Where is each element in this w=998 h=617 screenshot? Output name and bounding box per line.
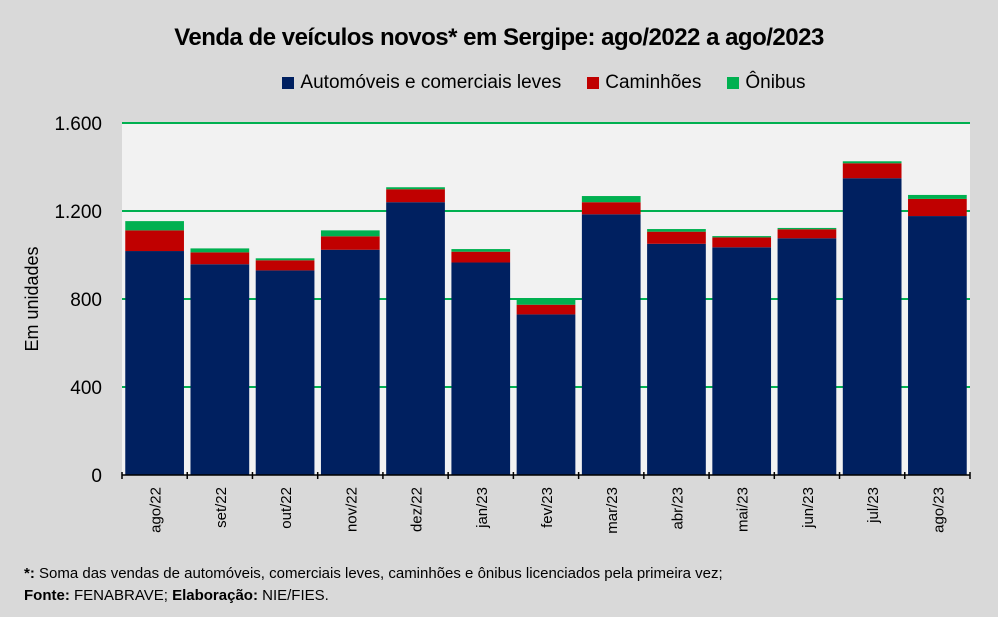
bar-segment-onibus bbox=[320, 230, 380, 237]
elab-text: NIE/FIES. bbox=[257, 587, 329, 604]
y-tick-label: 400 bbox=[70, 378, 102, 399]
bar-stack bbox=[581, 196, 641, 476]
bar-segment-onibus bbox=[581, 196, 641, 203]
bar-segment-caminhoes bbox=[777, 229, 837, 239]
bar-segment-automoveis bbox=[842, 178, 902, 475]
source-text: FENABRAVE; bbox=[69, 587, 173, 604]
bar-segment-automoveis bbox=[255, 270, 315, 475]
x-tick-label: ago/22 bbox=[148, 487, 165, 533]
legend-swatch-caminhoes bbox=[587, 77, 600, 89]
legend-swatch-onibus bbox=[727, 77, 740, 89]
bar-segment-caminhoes bbox=[516, 304, 576, 315]
legend-item-onibus: Ônibus bbox=[727, 72, 806, 94]
bar-segment-onibus bbox=[647, 229, 706, 232]
footnote: *: Soma das vendas de automóveis, comerc… bbox=[24, 563, 723, 607]
bar-segment-onibus bbox=[516, 298, 576, 305]
bar-segment-caminhoes bbox=[712, 237, 772, 248]
legend-swatch-automoveis bbox=[282, 77, 295, 89]
y-tick-label: 1.600 bbox=[54, 114, 102, 135]
bar-segment-onibus bbox=[451, 249, 511, 252]
bar-stack bbox=[712, 236, 772, 475]
bar-segment-automoveis bbox=[386, 202, 445, 475]
bar-segment-onibus bbox=[842, 161, 902, 164]
bar-stack bbox=[190, 248, 250, 475]
bar-segment-automoveis bbox=[320, 249, 380, 475]
bar-segment-caminhoes bbox=[842, 163, 902, 179]
bar-segment-onibus bbox=[908, 194, 967, 199]
legend-item-automoveis: Automóveis e comerciais leves bbox=[282, 72, 561, 94]
chart-title: Venda de veículos novos* em Sergipe: ago… bbox=[174, 24, 824, 51]
source-label: Fonte: bbox=[24, 587, 70, 604]
y-tick-label: 800 bbox=[70, 290, 102, 311]
x-tick-label: fev/23 bbox=[539, 487, 556, 528]
bar-segment-automoveis bbox=[451, 262, 511, 475]
bar-segment-caminhoes bbox=[386, 189, 445, 203]
x-tick-label: mai/23 bbox=[735, 487, 752, 532]
bar-segment-onibus bbox=[712, 236, 772, 238]
elab-label: Elaboração: bbox=[172, 587, 258, 604]
footnote-note: *: Soma das vendas de automóveis, comerc… bbox=[24, 563, 723, 585]
bar-stack bbox=[255, 258, 315, 475]
x-tick-label: jun/23 bbox=[800, 487, 817, 529]
bar-stack bbox=[842, 161, 902, 475]
bar-segment-automoveis bbox=[777, 238, 837, 475]
bar-stack bbox=[125, 221, 184, 475]
bar-segment-caminhoes bbox=[451, 251, 511, 263]
bar-segment-onibus bbox=[190, 248, 250, 253]
bar-segment-caminhoes bbox=[320, 236, 380, 250]
bar-stack bbox=[451, 249, 511, 475]
y-axis-label: Em unidades bbox=[22, 246, 42, 351]
bar-segment-automoveis bbox=[647, 243, 706, 475]
bar-stack bbox=[908, 194, 967, 475]
x-axis: ago/22 set/22 out/22 nov/22 dez/22 jan/23 fev/… bbox=[121, 472, 971, 534]
bar-segment-automoveis bbox=[125, 251, 184, 475]
bar-segment-caminhoes bbox=[581, 202, 641, 215]
bar-segment-caminhoes bbox=[255, 260, 315, 271]
bar-stack bbox=[386, 187, 445, 475]
x-tick-label: nov/22 bbox=[343, 487, 360, 532]
bar-segment-caminhoes bbox=[908, 198, 967, 217]
note-text: Soma das vendas de automóveis, comerciai… bbox=[34, 565, 723, 582]
bar-stack bbox=[777, 227, 837, 475]
y-tick-label: 1.200 bbox=[54, 202, 102, 223]
x-tick-label: dez/22 bbox=[409, 487, 426, 532]
x-tick-label: out/22 bbox=[278, 487, 295, 529]
footnote-source: Fonte: FENABRAVE; Elaboração: NIE/FIES. bbox=[24, 585, 723, 607]
bar-segment-caminhoes bbox=[647, 231, 706, 244]
bar-segment-automoveis bbox=[908, 216, 967, 475]
chart-area: 0 400 800 1.200 1.600 ago/22 set/22 out/22 nov/… bbox=[22, 114, 971, 534]
bar-segment-caminhoes bbox=[190, 252, 250, 265]
bar-segment-onibus bbox=[777, 227, 837, 230]
legend-label-caminhoes: Caminhões bbox=[605, 72, 702, 93]
bar-segment-automoveis bbox=[712, 247, 772, 475]
y-axis-ticks: 0 400 800 1.200 1.600 bbox=[54, 114, 102, 487]
legend-item-caminhoes: Caminhões bbox=[587, 72, 701, 94]
bar-segment-caminhoes bbox=[125, 230, 184, 252]
bar-segment-automoveis bbox=[516, 314, 576, 475]
x-tick-label: mar/23 bbox=[604, 487, 621, 534]
bars bbox=[125, 161, 967, 476]
x-tick-label: abr/23 bbox=[669, 487, 686, 530]
bar-stack bbox=[647, 229, 706, 475]
bar-segment-automoveis bbox=[190, 264, 250, 475]
x-tick-label: jan/23 bbox=[474, 487, 491, 529]
legend: Automóveis e comerciais leves Caminhões … bbox=[0, 72, 998, 94]
x-tick-label: ago/23 bbox=[930, 487, 947, 533]
x-tick-label: jul/23 bbox=[865, 487, 882, 524]
bar-stack bbox=[516, 298, 576, 475]
legend-label-onibus: Ônibus bbox=[745, 72, 806, 93]
legend-label-automoveis: Automóveis e comerciais leves bbox=[300, 72, 562, 93]
bar-segment-onibus bbox=[255, 258, 315, 261]
bar-segment-onibus bbox=[386, 187, 445, 190]
bar-segment-onibus bbox=[125, 221, 184, 231]
y-tick-label: 0 bbox=[91, 466, 102, 487]
x-tick-label: set/22 bbox=[213, 487, 230, 528]
bar-segment-automoveis bbox=[581, 214, 641, 476]
note-marker: *: bbox=[24, 565, 35, 582]
bar-stack bbox=[320, 230, 380, 475]
